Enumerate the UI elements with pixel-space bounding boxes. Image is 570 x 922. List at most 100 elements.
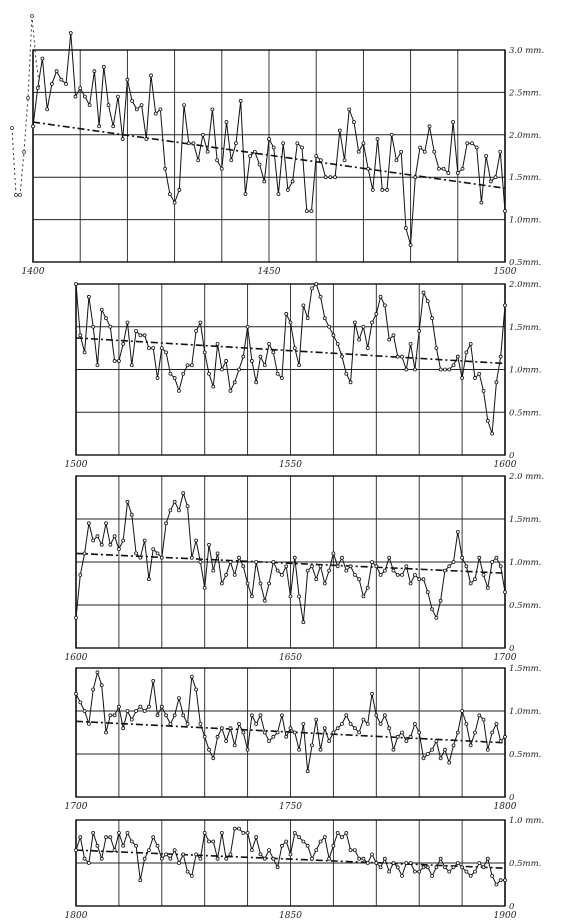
data-point (465, 141, 470, 146)
data-point (389, 132, 394, 137)
data-point (108, 542, 113, 547)
data-point (430, 607, 434, 612)
data-point (241, 730, 246, 735)
data-point (129, 363, 134, 368)
data-point (82, 709, 87, 713)
data-point (357, 856, 362, 861)
data-point (125, 709, 130, 713)
data-point (408, 243, 413, 247)
data-point (395, 865, 400, 870)
data-point (202, 734, 207, 739)
data-point (301, 303, 306, 308)
data-point (322, 835, 327, 840)
data-point (234, 141, 238, 146)
data-point (159, 856, 164, 861)
data-point (481, 865, 486, 870)
data-point (434, 865, 439, 870)
data-point (348, 380, 353, 385)
data-point (198, 560, 203, 564)
data-point (243, 192, 248, 197)
data-point (331, 333, 336, 338)
data-point (158, 107, 163, 112)
data-point (74, 848, 78, 852)
x-tick-label: 1500 (494, 267, 517, 277)
data-point (404, 861, 409, 865)
data-point (347, 107, 352, 112)
data-point (207, 839, 211, 844)
data-point (194, 852, 199, 857)
data-point (460, 376, 465, 380)
data-point (288, 726, 293, 731)
data-point (314, 154, 319, 158)
data-point (134, 329, 138, 333)
early-data-point (26, 96, 30, 100)
data-point (301, 839, 306, 844)
data-point (421, 290, 426, 295)
data-point (82, 350, 87, 355)
data-point (485, 418, 490, 423)
data-point (87, 103, 92, 108)
data-point (447, 367, 452, 372)
data-point (378, 865, 383, 870)
data-point (413, 175, 418, 180)
x-tick-label: 1800 (494, 802, 517, 812)
data-point (434, 346, 439, 351)
y-tick-label: 1.0mm. (509, 558, 541, 568)
data-point (164, 713, 168, 718)
data-point (418, 145, 422, 150)
data-point (237, 367, 241, 372)
data-point (352, 726, 357, 731)
data-point (138, 555, 143, 560)
data-point (275, 730, 280, 735)
panel-frame (75, 283, 506, 456)
data-point (340, 722, 344, 726)
data-point (64, 82, 68, 86)
early-data-point (30, 14, 34, 18)
data-point (455, 730, 460, 735)
data-point (374, 564, 379, 569)
data-point (108, 324, 113, 329)
data-point (361, 324, 366, 329)
trend-line (32, 121, 506, 190)
data-point (413, 722, 417, 726)
data-point (252, 149, 257, 154)
data-point (447, 760, 452, 765)
data-point (473, 730, 477, 735)
y-tick-label: 1.0mm. (509, 707, 541, 717)
data-point (147, 848, 151, 852)
data-point (95, 534, 100, 539)
data-point (494, 380, 499, 385)
data-point (494, 882, 499, 887)
data-point (86, 521, 91, 526)
data-point (391, 333, 396, 338)
data-point (485, 585, 490, 590)
data-point (172, 376, 177, 380)
data-point (177, 508, 181, 513)
data-point (237, 555, 241, 560)
data-point (451, 743, 456, 748)
data-point (205, 149, 210, 154)
data-point (403, 226, 408, 230)
data-point (488, 179, 493, 184)
data-point (314, 848, 319, 852)
data-point (404, 564, 409, 569)
data-point (138, 333, 143, 338)
y-tick-label: 0.5mm. (509, 601, 541, 611)
data-point (237, 826, 241, 831)
data-point (297, 747, 301, 752)
x-tick-label: 1700 (65, 802, 88, 812)
data-point (232, 743, 237, 748)
data-point (129, 839, 134, 844)
chart-panel-1: 3.0 mm. 2.5mm. 2.0mm. 1.5mm. 1.0mm. 0.5mm. 140… (22, 31, 544, 277)
data-point (134, 709, 138, 713)
y-tick-label: 2.0mm. (508, 280, 541, 290)
data-point (108, 713, 113, 718)
data-point (408, 581, 413, 586)
data-point (473, 376, 477, 380)
data-point (305, 843, 310, 848)
data-point (300, 145, 304, 150)
data-point (78, 333, 83, 338)
data-point (91, 324, 96, 329)
trend-line (75, 720, 506, 744)
data-point (142, 538, 147, 543)
